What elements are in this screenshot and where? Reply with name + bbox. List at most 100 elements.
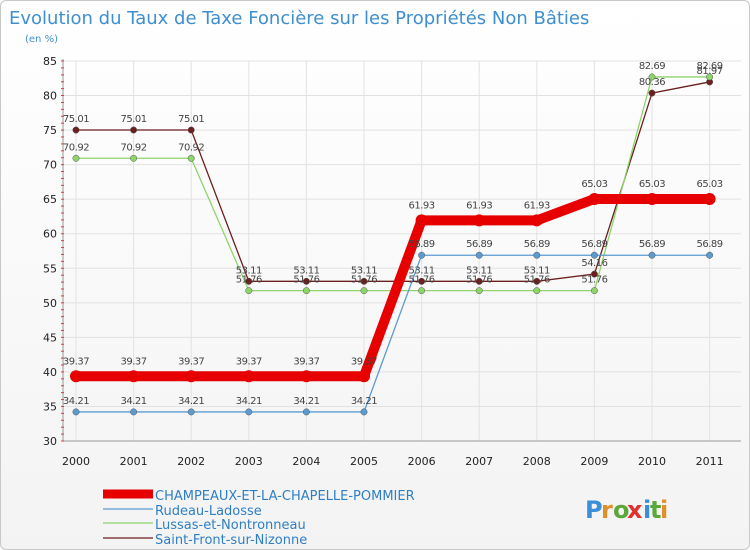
data-label: 65.03 xyxy=(581,179,607,190)
data-label: 53.11 xyxy=(409,265,435,276)
x-tick-label: 2008 xyxy=(523,455,551,468)
data-label: 65.03 xyxy=(639,179,665,190)
data-point xyxy=(648,73,656,81)
y-tick-label: 80 xyxy=(43,90,57,103)
data-point xyxy=(360,408,368,416)
data-label: 51.76 xyxy=(351,275,377,286)
data-label: 39.37 xyxy=(293,356,319,367)
y-tick-label: 45 xyxy=(43,331,57,344)
data-label: 34.21 xyxy=(293,396,319,407)
data-label: 34.21 xyxy=(121,396,147,407)
y-tick-label: 65 xyxy=(43,193,57,206)
data-label: 56.89 xyxy=(524,239,550,250)
data-point xyxy=(475,251,483,259)
data-label: 34.21 xyxy=(236,396,262,407)
data-label: 61.93 xyxy=(409,200,435,211)
data-label: 34.21 xyxy=(178,396,204,407)
data-label: 70.92 xyxy=(178,142,204,153)
data-point xyxy=(242,370,255,383)
series-line-lussas-et-nontronneau xyxy=(76,76,710,292)
x-tick-label: 2002 xyxy=(177,455,205,468)
x-tick-label: 2009 xyxy=(580,455,608,468)
series-line-saint-front-sur-nizonne xyxy=(76,81,710,282)
data-point xyxy=(360,287,368,295)
chart-title: Evolution du Taux de Taxe Foncière sur l… xyxy=(9,8,589,29)
data-label: 56.89 xyxy=(409,239,435,250)
data-label: 39.37 xyxy=(178,356,204,367)
x-tick-label: 2000 xyxy=(62,455,90,468)
data-point xyxy=(187,408,195,416)
data-label: 53.11 xyxy=(351,265,377,276)
data-point xyxy=(187,154,195,162)
x-tick-label: 2004 xyxy=(292,455,320,468)
y-tick-label: 30 xyxy=(43,435,57,448)
data-point xyxy=(302,277,310,285)
data-point xyxy=(302,408,310,416)
data-point xyxy=(646,192,658,205)
data-point xyxy=(360,277,368,285)
logo-letter: P xyxy=(585,496,604,524)
x-tick-label: 2006 xyxy=(408,455,436,468)
legend-label-lussas: Lussas-et-Nontronneau xyxy=(155,518,306,533)
data-point xyxy=(130,126,138,134)
data-point xyxy=(533,277,541,285)
data-label: 56.89 xyxy=(697,239,723,250)
data-label: 51.76 xyxy=(524,275,550,286)
logo-letter: i xyxy=(643,496,652,524)
data-label: 75.01 xyxy=(121,114,147,125)
y-tick-label: 75 xyxy=(43,124,57,137)
logo-letter: o xyxy=(613,496,631,524)
data-label: 54.16 xyxy=(581,258,607,269)
y-tick-label: 70 xyxy=(43,159,57,172)
series-line-champeaux-et-la-chapelle-pommier xyxy=(76,193,710,382)
y-tick-label: 50 xyxy=(43,297,57,310)
legend-label-saint-front: Saint-Front-sur-Nizonne xyxy=(155,533,307,548)
data-label: 80.36 xyxy=(639,77,665,88)
data-label: 51.76 xyxy=(293,275,319,286)
data-point xyxy=(185,370,198,383)
data-point xyxy=(530,214,543,227)
data-labels: 75.01 75.01 75.01 53.11 53.11 53.11 53.11 53.11… xyxy=(63,61,723,407)
data-point xyxy=(533,287,541,295)
legend-label-champeaux: CHAMPEAUX-ET-LA-CHAPELLE-POMMIER xyxy=(155,489,415,504)
data-point xyxy=(418,251,426,259)
data-label: 81.97 xyxy=(697,66,723,77)
data-point xyxy=(72,126,80,134)
x-tick-label: 2001 xyxy=(120,455,148,468)
data-point xyxy=(245,408,253,416)
data-label: 53.11 xyxy=(466,265,492,276)
data-point xyxy=(703,192,716,205)
data-label: 51.76 xyxy=(466,275,492,286)
data-point xyxy=(590,287,598,295)
grid xyxy=(63,60,741,442)
data-label: 53.11 xyxy=(236,265,262,276)
data-point xyxy=(245,277,253,285)
x-tick-label: 2005 xyxy=(350,455,378,468)
logo-letter: r xyxy=(601,496,614,524)
series-lines xyxy=(70,73,716,416)
logo-letter: t xyxy=(650,496,662,524)
data-label: 34.21 xyxy=(63,396,89,407)
data-label: 53.11 xyxy=(524,265,550,276)
data-point xyxy=(475,287,483,295)
data-point xyxy=(473,214,486,227)
data-point xyxy=(187,126,195,134)
logo-letter: x xyxy=(627,496,643,524)
data-point xyxy=(130,154,138,162)
data-label: 39.37 xyxy=(63,356,89,367)
data-label: 82.69 xyxy=(639,61,665,72)
series-line-rudeau-ladosse xyxy=(76,254,710,413)
data-point xyxy=(358,370,370,383)
proxiti-logo: Pr ox iti xyxy=(585,496,668,524)
data-label: 56.89 xyxy=(466,239,492,250)
data-point xyxy=(648,89,656,97)
data-point xyxy=(415,214,428,227)
data-label: 39.37 xyxy=(236,356,262,367)
y-tick-label: 35 xyxy=(43,400,57,413)
data-label: 53.11 xyxy=(293,265,319,276)
data-point xyxy=(706,251,714,259)
y-tick-label: 85 xyxy=(43,55,57,68)
data-point xyxy=(648,251,656,259)
data-label: 39.37 xyxy=(121,356,147,367)
data-label: 70.92 xyxy=(63,142,89,153)
